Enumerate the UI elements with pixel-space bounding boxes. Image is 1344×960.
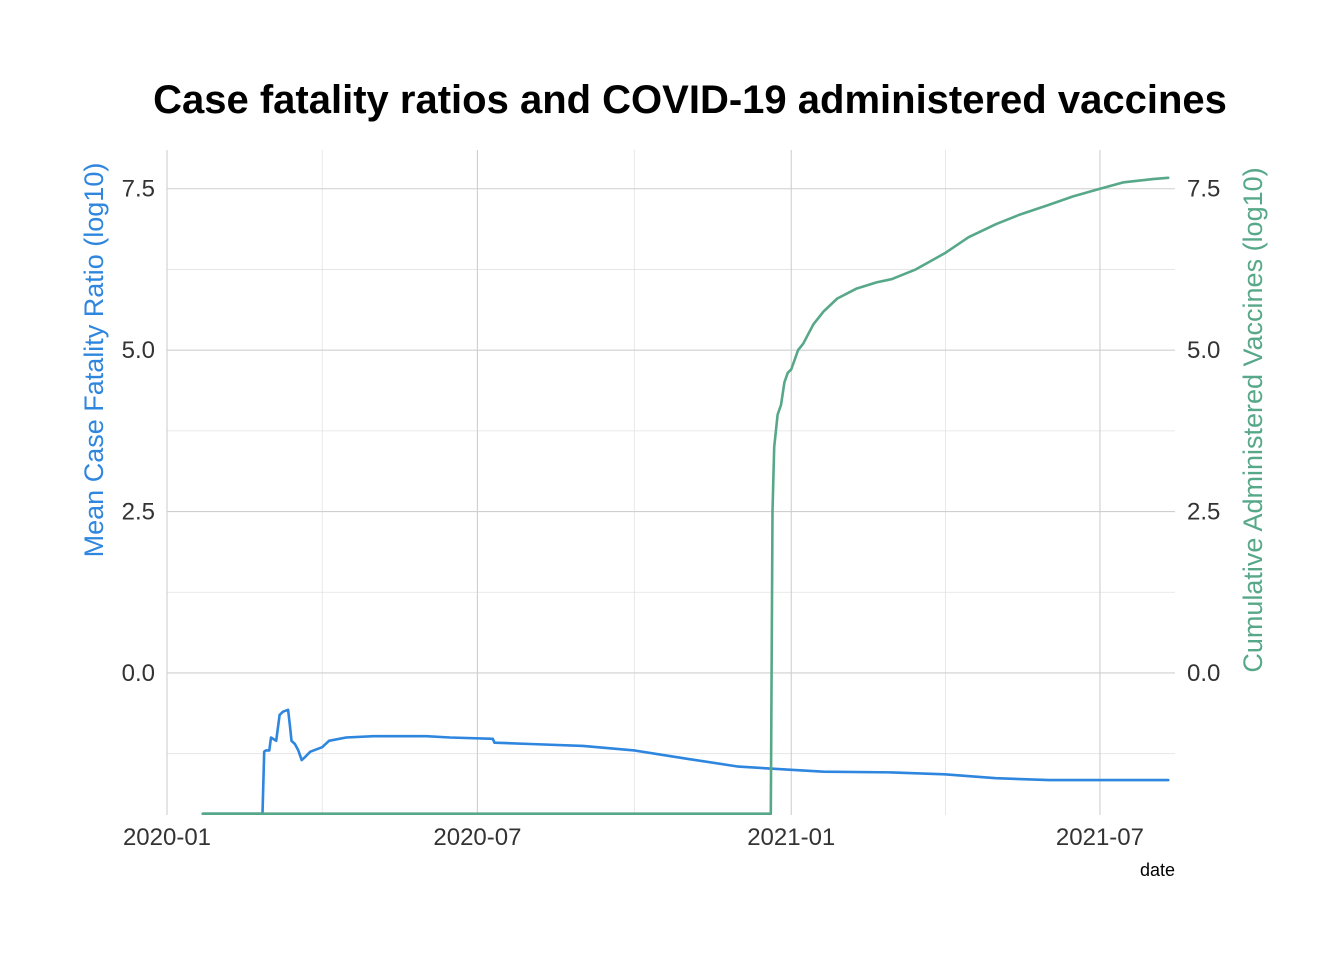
y-tick-label-right: 0.0 bbox=[1187, 660, 1220, 687]
x-tick-label: 2020-01 bbox=[123, 824, 211, 851]
y-axis-right-label: Cumulative Administered Vaccines (log10) bbox=[1238, 167, 1268, 672]
y-tick-label-left: 5.0 bbox=[122, 337, 155, 364]
series-lines bbox=[201, 176, 1170, 815]
series-line-cfr bbox=[201, 708, 1170, 815]
y-tick-label-right: 7.5 bbox=[1187, 176, 1220, 203]
y-tick-label-left: 7.5 bbox=[122, 176, 155, 203]
y-tick-label-left: 0.0 bbox=[122, 660, 155, 687]
series-line-vaccines bbox=[201, 176, 1170, 815]
y-tick-label-left: 2.5 bbox=[122, 499, 155, 526]
x-tick-label: 2021-07 bbox=[1056, 824, 1144, 851]
y-axis-left-ticks: 0.0 2.5 5.0 7.5 bbox=[122, 176, 155, 687]
x-tick-label: 2020-07 bbox=[433, 824, 521, 851]
y-tick-label-right: 2.5 bbox=[1187, 499, 1220, 526]
y-axis-left-label: Mean Case Fatality Ratio (log10) bbox=[79, 163, 109, 558]
chart-title: Case fatality ratios and COVID-19 admini… bbox=[153, 78, 1227, 122]
x-axis-label: date bbox=[1140, 860, 1175, 880]
x-tick-label: 2021-01 bbox=[747, 824, 835, 851]
y-tick-label-right: 5.0 bbox=[1187, 337, 1220, 364]
grid bbox=[166, 150, 1175, 815]
y-axis-right-ticks: 0.0 2.5 5.0 7.5 bbox=[1187, 176, 1220, 687]
x-axis-ticks: 2020-01 2020-07 2021-01 2021-07 bbox=[123, 824, 1144, 851]
